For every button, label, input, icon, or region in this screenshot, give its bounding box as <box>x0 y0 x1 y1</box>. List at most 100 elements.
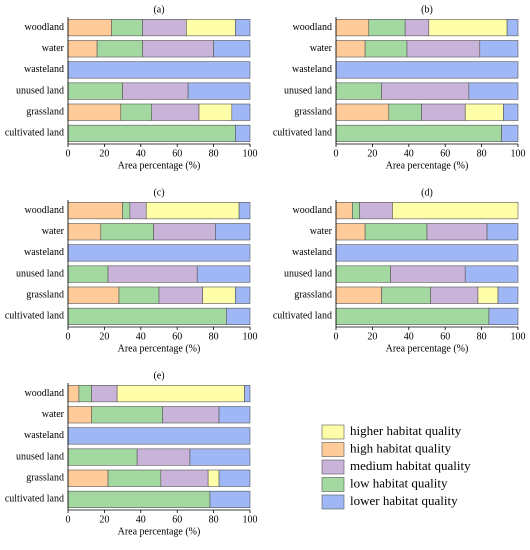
bar-segment <box>426 223 488 241</box>
category-label: water <box>310 226 333 237</box>
x-tick-label: 20 <box>99 331 109 342</box>
bar-segment <box>67 223 102 241</box>
bar-segment <box>67 406 92 424</box>
legend-swatch <box>321 442 345 457</box>
category-label: wasteland <box>292 64 332 75</box>
x-tick-label: 60 <box>440 331 450 342</box>
bar-segment <box>335 61 519 79</box>
category-label: wasteland <box>24 64 64 75</box>
bar-segment <box>187 82 251 100</box>
bar-segment <box>129 202 147 220</box>
category-label: woodland <box>25 22 64 33</box>
x-tick-label: 20 <box>99 148 109 159</box>
bar-segment <box>209 490 251 508</box>
bar-segment <box>381 286 431 304</box>
bar-segment <box>120 103 153 121</box>
bar-segment <box>430 286 479 304</box>
x-tick-label: 60 <box>172 148 182 159</box>
panel-title: (c) <box>153 187 164 198</box>
bar-segment <box>235 286 251 304</box>
bar-segment <box>335 265 391 283</box>
bar-segment <box>160 469 209 487</box>
bar-segment <box>392 202 519 220</box>
category-label: unused land <box>16 85 64 96</box>
bar-segment <box>122 202 131 220</box>
bar-segment <box>202 286 236 304</box>
bar-segment <box>497 286 519 304</box>
bar-segment <box>464 103 504 121</box>
bar-segment <box>501 124 519 142</box>
x-axis-label: Area percentage (%) <box>386 160 469 171</box>
bar-segment <box>335 223 366 241</box>
bar-segment <box>67 307 227 325</box>
bar-segment <box>189 448 251 466</box>
category-label: wasteland <box>24 247 64 258</box>
bar-segment <box>107 469 162 487</box>
bar-segment <box>78 385 92 403</box>
category-label: water <box>42 409 65 420</box>
bar-segment <box>404 19 430 37</box>
category-label: cultivated land <box>273 311 332 322</box>
bar-segment <box>479 40 519 58</box>
legend-swatch <box>321 477 345 492</box>
bar-segment <box>381 82 470 100</box>
x-tick-label: 20 <box>99 514 109 525</box>
category-label: woodland <box>25 388 64 399</box>
bar-segment <box>477 286 499 304</box>
legend-label: high habitat quality <box>350 440 452 455</box>
bar-segment <box>67 61 251 79</box>
legend-label: lower habitat quality <box>350 493 458 508</box>
bar-segment <box>428 19 508 37</box>
x-tick-label: 80 <box>477 331 487 342</box>
bar-segment <box>142 40 214 58</box>
bar-segment <box>151 103 200 121</box>
bar-segment <box>335 244 519 262</box>
bar-segment <box>218 406 251 424</box>
bar-segment <box>207 469 220 487</box>
x-axis-label: Area percentage (%) <box>118 160 201 171</box>
bar-segment <box>100 223 154 241</box>
bar-segment <box>96 40 143 58</box>
bar-segment <box>67 82 123 100</box>
x-tick-label: 100 <box>511 331 526 342</box>
category-label: water <box>310 43 333 54</box>
bar-segment <box>488 307 519 325</box>
x-tick-label: 0 <box>66 331 71 342</box>
bar-segment <box>368 19 406 37</box>
bar-segment <box>335 202 353 220</box>
bar-segment <box>111 19 143 37</box>
x-tick-label: 40 <box>404 148 414 159</box>
bar-segment <box>198 103 233 121</box>
x-tick-label: 100 <box>243 148 258 159</box>
legend-swatch <box>321 424 345 440</box>
bar-segment <box>116 385 245 403</box>
bar-segment <box>136 448 191 466</box>
bar-segment <box>335 103 390 121</box>
category-label: cultivated land <box>5 494 64 505</box>
bar-segment <box>67 448 138 466</box>
bar-segment <box>390 265 466 283</box>
category-label: wasteland <box>292 247 332 258</box>
bar-segment <box>226 307 251 325</box>
x-tick-label: 40 <box>136 514 146 525</box>
category-label: water <box>42 226 65 237</box>
legend-swatch <box>321 459 345 475</box>
bar-segment <box>122 82 189 100</box>
bar-segment <box>468 82 519 100</box>
category-label: grassland <box>26 107 64 118</box>
bar-segment <box>91 406 163 424</box>
category-label: unused land <box>284 85 332 96</box>
panel-title: (b) <box>421 4 433 15</box>
bar-segment <box>388 103 422 121</box>
x-tick-label: 0 <box>66 514 71 525</box>
category-label: cultivated land <box>5 128 64 139</box>
x-tick-label: 40 <box>404 331 414 342</box>
bar-segment <box>67 385 80 403</box>
bar-segment <box>352 202 360 220</box>
x-tick-label: 60 <box>440 148 450 159</box>
bar-segment <box>67 286 120 304</box>
bar-segment <box>107 265 198 283</box>
bar-segment <box>335 19 370 37</box>
bar-segment <box>238 202 251 220</box>
x-tick-label: 100 <box>243 331 258 342</box>
